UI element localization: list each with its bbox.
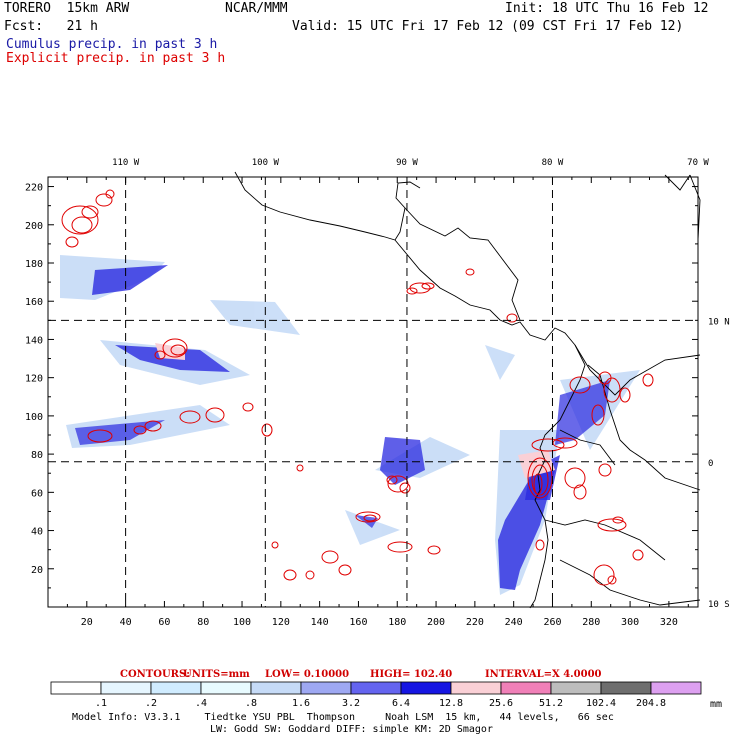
explicit-contours [61,189,654,586]
colorbar-swatch [450,681,502,695]
lon-label: 70 W [687,158,709,168]
y-tick-label: 100 [25,412,43,423]
colorbar-swatch [600,681,652,695]
x-tick-label: 60 [158,617,170,628]
explicit-pink-areas [155,343,555,478]
legend-cumulus: Cumulus precip. in past 3 h [6,37,218,52]
colorbar-swatch [200,681,252,695]
y-tick-label: 160 [25,297,43,308]
colorbar-swatch [350,681,402,695]
y-tick-label: 20 [31,565,43,576]
longitude-labels: 110 W 100 W 90 W 80 W 70 W [112,158,709,168]
x-tick-label: 120 [272,617,290,628]
x-tick-label: 100 [233,617,251,628]
contour-info-line: CONTOURS: UNITS=mm LOW= 0.10000 HIGH= 10… [120,669,602,680]
coastlines [234,171,701,609]
lat-label: 10 N [708,317,730,327]
y-tick-label: 220 [25,183,43,194]
y-tick-label: 80 [31,450,43,461]
contour-info-low: LOW= 0.10000 [265,669,349,680]
x-tick-label: 240 [505,617,523,628]
x-tick-labels: 20 40 60 80 100 120 140 160 180 200 220 240 260 280 30… [81,617,678,628]
y-tick-label: 120 [25,374,43,385]
precip-shading [60,255,640,595]
colorbar-label: 204.8 [636,698,666,709]
latitude-labels: 10 N 0 10 S [708,317,730,610]
x-tick-label: 220 [466,617,484,628]
org-label: NCAR/MMM [225,1,288,16]
colorbar-swatch [150,681,202,695]
colorbar-label: 6.4 [392,698,410,709]
model-title: TORERO 15km ARW [4,1,130,16]
legend-explicit: Explicit precip. in past 3 h [6,51,226,66]
axis-ticks [48,177,698,607]
colorbar-label: 102.4 [586,698,616,709]
y-tick-label: 60 [31,488,43,499]
x-tick-label: 40 [120,617,132,628]
lat-label: 10 S [708,600,730,610]
valid-time: Valid: 15 UTC Fri 17 Feb 12 (09 CST Fri … [292,19,684,34]
colorbar-swatch [300,681,352,695]
lon-label: 80 W [542,158,564,168]
lon-label: 90 W [396,158,418,168]
colorbar-label: .4 [195,698,207,709]
contour-info-interval: INTERVAL=X 4.0000 [485,669,602,680]
lat-lon-grid [48,177,698,607]
x-tick-label: 300 [621,617,639,628]
colorbar-label: 12.8 [439,698,463,709]
x-tick-label: 80 [197,617,209,628]
x-tick-label: 160 [349,617,367,628]
y-tick-label: 40 [31,527,43,538]
y-tick-label: 140 [25,335,43,346]
footer-model-info: Model Info: V3.3.1 Tiedtke YSU PBL Thomp… [72,712,614,723]
lon-label: 110 W [112,158,140,168]
colorbar: .1 .2 .4 .8 1.6 3.2 6.4 12.8 25.6 51.2 102.4 204.8 [50,681,702,709]
x-tick-label: 260 [543,617,561,628]
colorbar-label: 1.6 [292,698,310,709]
colorbar-label: .1 [95,698,107,709]
footer-physics: LW: Godd SW: Goddard DIFF: simple KM: 2D… [210,724,493,735]
init-time: Init: 18 UTC Thu 16 Feb 12 [505,1,709,16]
colorbar-swatch [250,681,302,695]
colorbar-label: 3.2 [342,698,360,709]
forecast-hour: Fcst: 21 h [4,19,98,34]
colorbar-swatch [100,681,152,695]
x-tick-label: 20 [81,617,93,628]
colorbar-label: 25.6 [489,698,513,709]
colorbar-label: 51.2 [539,698,563,709]
plot-frame [47,176,699,608]
lat-label: 0 [708,459,713,469]
y-tick-label: 180 [25,259,43,270]
colorbar-label: .2 [145,698,157,709]
colorbar-label: .8 [245,698,257,709]
x-tick-label: 140 [311,617,329,628]
colorbar-swatch [50,681,102,695]
colorbar-swatch [400,681,452,695]
contour-info-label: CONTOURS: [120,669,190,680]
colorbar-swatch [500,681,552,695]
colorbar-unit: mm [710,699,722,710]
x-tick-label: 280 [582,617,600,628]
y-tick-labels: 20 40 60 80 100 120 140 160 180 200 220 [25,183,43,576]
lon-label: 100 W [252,158,280,168]
colorbar-swatch [650,681,702,695]
x-tick-label: 180 [388,617,406,628]
colorbar-swatch [550,681,602,695]
contour-info-high: HIGH= 102.40 [370,669,452,680]
y-tick-label: 200 [25,221,43,232]
x-tick-label: 200 [427,617,445,628]
x-tick-label: 320 [660,617,678,628]
contour-info-units: UNITS=mm [183,669,250,680]
